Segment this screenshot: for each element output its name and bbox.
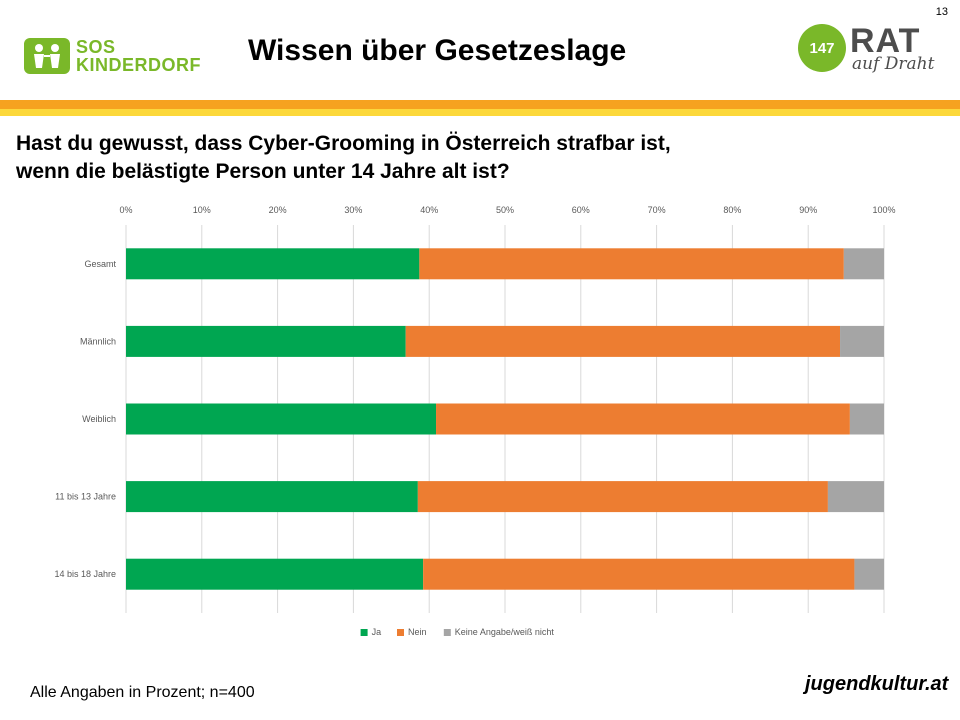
- rat-logo-word: RAT: [850, 22, 921, 60]
- bar-segment: [849, 403, 884, 435]
- question-line-2: wenn die belästigte Person unter 14 Jahr…: [16, 160, 510, 183]
- footnote: Alle Angaben in Prozent; n=400: [30, 684, 255, 701]
- x-tick-label: 90%: [799, 205, 817, 215]
- legend-swatch: [397, 629, 404, 636]
- stacked-bar-chart: 0% 10% 20% 30% 40% 50% 60% 70% 80% 90% 100% Gesamt M…: [54, 205, 895, 637]
- bar-segment: [126, 325, 406, 357]
- jugendkultur-logo-text: jugendkultur.at: [805, 672, 949, 695]
- question-line-1: Hast du gewusst, dass Cyber-Grooming in …: [16, 132, 671, 155]
- sos-logo-line2: KINDERDORF: [76, 55, 201, 75]
- jugendkultur-logo: jugendkultur.at: [800, 664, 949, 704]
- sos-logo-line1: SOS: [76, 37, 116, 57]
- category-label: 11 bis 13 Jahre: [55, 492, 116, 502]
- sos-children-icon: [24, 38, 70, 74]
- bar-segment: [417, 481, 828, 513]
- legend-label: Ja: [372, 627, 382, 637]
- page-number: 13: [935, 6, 948, 18]
- legend-label: Keine Angabe/weiß nicht: [455, 627, 555, 637]
- rat-auf-draht-logo: 147 RAT auf Draht: [798, 22, 943, 82]
- legend-swatch: [360, 629, 368, 636]
- bar-segment: [854, 558, 884, 590]
- x-tick-label: 70%: [648, 205, 666, 215]
- x-tick-label: 0%: [119, 205, 132, 215]
- sos-kinderdorf-logo: SOS KINDERDORF: [24, 36, 214, 76]
- category-label: Gesamt: [84, 259, 116, 269]
- x-tick-label: 10%: [193, 205, 211, 215]
- x-tick-label: 20%: [269, 205, 287, 215]
- x-tick-label: 80%: [723, 205, 741, 215]
- bar-segment: [423, 558, 855, 590]
- bar-segment: [126, 403, 437, 435]
- bar-segment: [419, 248, 844, 280]
- bar-segment: [843, 248, 884, 280]
- header-band-orange: [0, 100, 960, 109]
- question-text: Hast du gewusst, dass Cyber-Grooming in …: [16, 130, 946, 186]
- category-label: Weiblich: [82, 414, 116, 424]
- bar-segment: [405, 325, 841, 357]
- x-tick-label: 30%: [344, 205, 362, 215]
- page-title: Wissen über Gesetzeslage: [248, 34, 627, 67]
- x-tick-label: 100%: [872, 205, 895, 215]
- bar-segment: [126, 481, 418, 513]
- legend-label: Nein: [408, 627, 427, 637]
- bar-segment: [840, 325, 884, 357]
- bar-segment: [436, 403, 850, 435]
- rat-logo-sub: auf Draht: [852, 54, 935, 74]
- legend-swatch: [443, 629, 451, 636]
- x-tick-label: 60%: [572, 205, 590, 215]
- category-label: 14 bis 18 Jahre: [54, 569, 116, 579]
- category-label: Männlich: [80, 336, 116, 346]
- rat-logo-number: 147: [798, 24, 846, 72]
- bar-segment: [126, 248, 420, 280]
- bar-segment: [827, 481, 884, 513]
- bar-segment: [126, 558, 424, 590]
- x-tick-label: 50%: [496, 205, 514, 215]
- x-tick-label: 40%: [420, 205, 438, 215]
- header-band-yellow: [0, 109, 960, 116]
